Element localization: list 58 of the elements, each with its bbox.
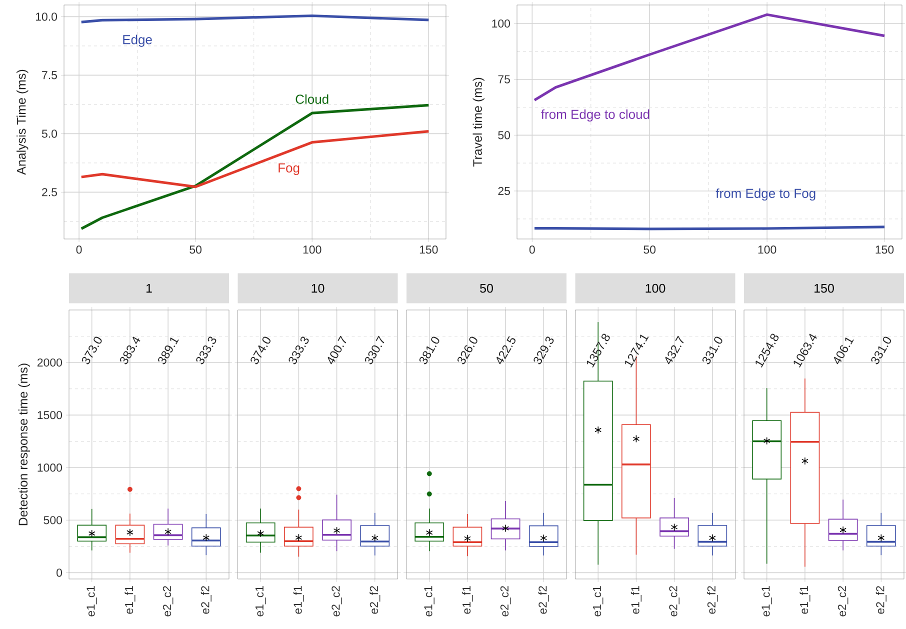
x-tick-label: e2_f2 (876, 586, 886, 614)
x-tick-label: 0 (529, 246, 535, 254)
chart-title: 50 (480, 284, 493, 293)
x-tick-label: 100 (303, 246, 322, 254)
series-label: Fog (278, 163, 300, 176)
x-tick-label: e1_f1 (293, 586, 304, 614)
y-tick-label: 0 (56, 568, 62, 577)
x-tick-label: e2_c2 (500, 586, 511, 616)
y-tick-label: 25 (498, 186, 510, 196)
y-tick-label: 50 (498, 131, 510, 140)
line-series (80, 104, 430, 230)
x-tick-label: e2_c2 (332, 586, 342, 616)
x-tick-label: 150 (876, 246, 894, 254)
line-series (533, 13, 886, 102)
x-tick-label: e1_c1 (762, 586, 772, 616)
x-tick-label: e2_f2 (370, 586, 380, 614)
y-axis-title: Detection response time (ms) (18, 364, 30, 526)
y-tick-label: 1500 (38, 410, 62, 420)
x-tick-label: 0 (76, 246, 82, 254)
y-tick-label: 75 (498, 75, 510, 84)
x-tick-label: e2_f2 (200, 586, 212, 614)
text: from Edge to Fog (716, 188, 816, 201)
series-label: from Edge to cloud (541, 109, 650, 122)
x-tick-label: e2_c2 (162, 586, 174, 616)
x-tick-label: e2_f2 (707, 586, 718, 614)
chart-title: 10 (312, 284, 324, 293)
x-tick-label: 50 (190, 246, 202, 254)
y-tick-label: 2000 (37, 358, 62, 367)
chart-title: 150 (814, 284, 834, 293)
series-label: Cloud (296, 94, 328, 104)
y-axis-title: Analysis Time (ms) (16, 70, 28, 175)
y-tick-label: 100 (492, 19, 510, 28)
x-tick-label: e2_c2 (669, 586, 680, 616)
x-tick-label: e1_c1 (424, 586, 434, 616)
chart-title: 1 (146, 284, 152, 293)
x-tick-label: e1_f1 (630, 586, 642, 614)
y-tick-label: 7.5 (42, 71, 57, 80)
y-axis-title: Travel time (ms) (472, 78, 484, 167)
x-tick-label: e2_f2 (538, 586, 549, 614)
x-tick-label: e1_c1 (86, 586, 97, 616)
series-label: Edge (123, 34, 152, 47)
y-tick-label: 500 (44, 516, 62, 524)
x-tick-label: 150 (420, 246, 438, 254)
line-series (80, 130, 430, 188)
chart-title: 100 (646, 284, 666, 293)
x-tick-label: e1_c1 (256, 586, 266, 616)
x-tick-label: e1_f1 (800, 586, 810, 614)
x-tick-label: e2_c2 (838, 586, 848, 616)
y-tick-label: 5.0 (42, 130, 58, 138)
x-tick-label: 100 (758, 246, 776, 254)
y-tick-label: 1000 (38, 464, 62, 472)
x-tick-label: e1_c1 (593, 586, 604, 616)
y-tick-label: 10.0 (36, 12, 58, 21)
y-tick-label: 2.5 (42, 188, 57, 196)
x-tick-label: e1_f1 (124, 586, 136, 614)
x-tick-label: e1_f1 (462, 586, 473, 614)
line-series (80, 14, 430, 24)
x-tick-label: 50 (644, 246, 656, 254)
